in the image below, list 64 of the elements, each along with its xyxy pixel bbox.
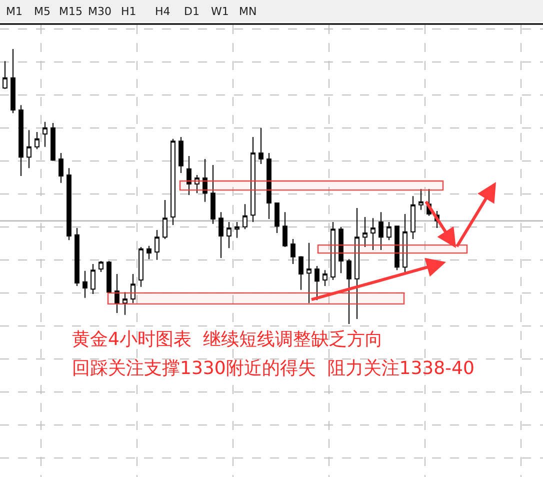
- text: 回踩关注支撑1330附近的得失 阻力关注1338-40: [72, 358, 474, 379]
- candlestick: [122, 292, 128, 316]
- candlestick: [170, 138, 176, 226]
- candlestick: [258, 127, 264, 164]
- candlestick: [130, 273, 136, 304]
- text: M15: [59, 5, 82, 18]
- candlestick: [186, 155, 192, 196]
- candlestick: [210, 164, 216, 224]
- candlestick: [298, 256, 304, 290]
- candlestick: [402, 214, 408, 273]
- candlestick: [90, 264, 96, 295]
- text: MN: [239, 5, 257, 18]
- candlestick: [66, 168, 72, 241]
- candlestick: [98, 260, 104, 273]
- candlestick: [338, 226, 344, 274]
- candlestick: [34, 132, 40, 150]
- text: D1: [184, 5, 200, 18]
- candlestick: [346, 258, 352, 324]
- candlestick: [194, 174, 200, 194]
- text: W1: [211, 5, 229, 18]
- candlestick: [106, 260, 112, 294]
- candlestick: [370, 218, 376, 251]
- candlestick: [10, 48, 16, 114]
- candlestick: [250, 136, 256, 222]
- candlestick: [274, 202, 280, 234]
- candlestick: [394, 226, 400, 271]
- candlestick: [226, 221, 232, 249]
- candlestick: [26, 130, 32, 169]
- candlestick: [42, 121, 48, 148]
- text: M1: [6, 5, 22, 18]
- candlestick: [386, 221, 392, 241]
- candlestick: [266, 152, 272, 220]
- candlestick: [282, 212, 288, 248]
- candlestick: [234, 221, 240, 238]
- candlestick: [146, 245, 152, 260]
- candlestick: [378, 212, 384, 251]
- candlestick: [162, 199, 168, 240]
- candlestick: [418, 188, 424, 210]
- candlestick: [138, 246, 144, 288]
- text: H1: [121, 5, 136, 18]
- text: M30: [88, 5, 112, 18]
- candlestick: [82, 270, 88, 298]
- candlestick: [18, 104, 24, 177]
- text: 黄金4小时图表 继续短线调整缺乏方向: [72, 329, 383, 350]
- candlestick: [410, 196, 416, 240]
- candlestick: [202, 158, 208, 202]
- candlestick: [178, 136, 184, 174]
- candlestick: [218, 212, 224, 258]
- candlestick: [58, 152, 64, 184]
- candlestick: [330, 221, 336, 280]
- candlestick: [362, 216, 368, 248]
- candlestick: [74, 228, 80, 287]
- text: M5: [34, 5, 50, 18]
- candlestick: [322, 270, 328, 287]
- candlestick: [2, 60, 8, 90]
- text: H4: [155, 5, 170, 18]
- candlestick: [114, 273, 120, 314]
- candlestick: [290, 238, 296, 265]
- candlestick: [154, 229, 160, 260]
- candlestick: [50, 122, 56, 162]
- candlestick: [314, 265, 320, 301]
- candlestick: [306, 242, 312, 304]
- candlestick: [242, 204, 248, 230]
- candlestick: [354, 207, 360, 320]
